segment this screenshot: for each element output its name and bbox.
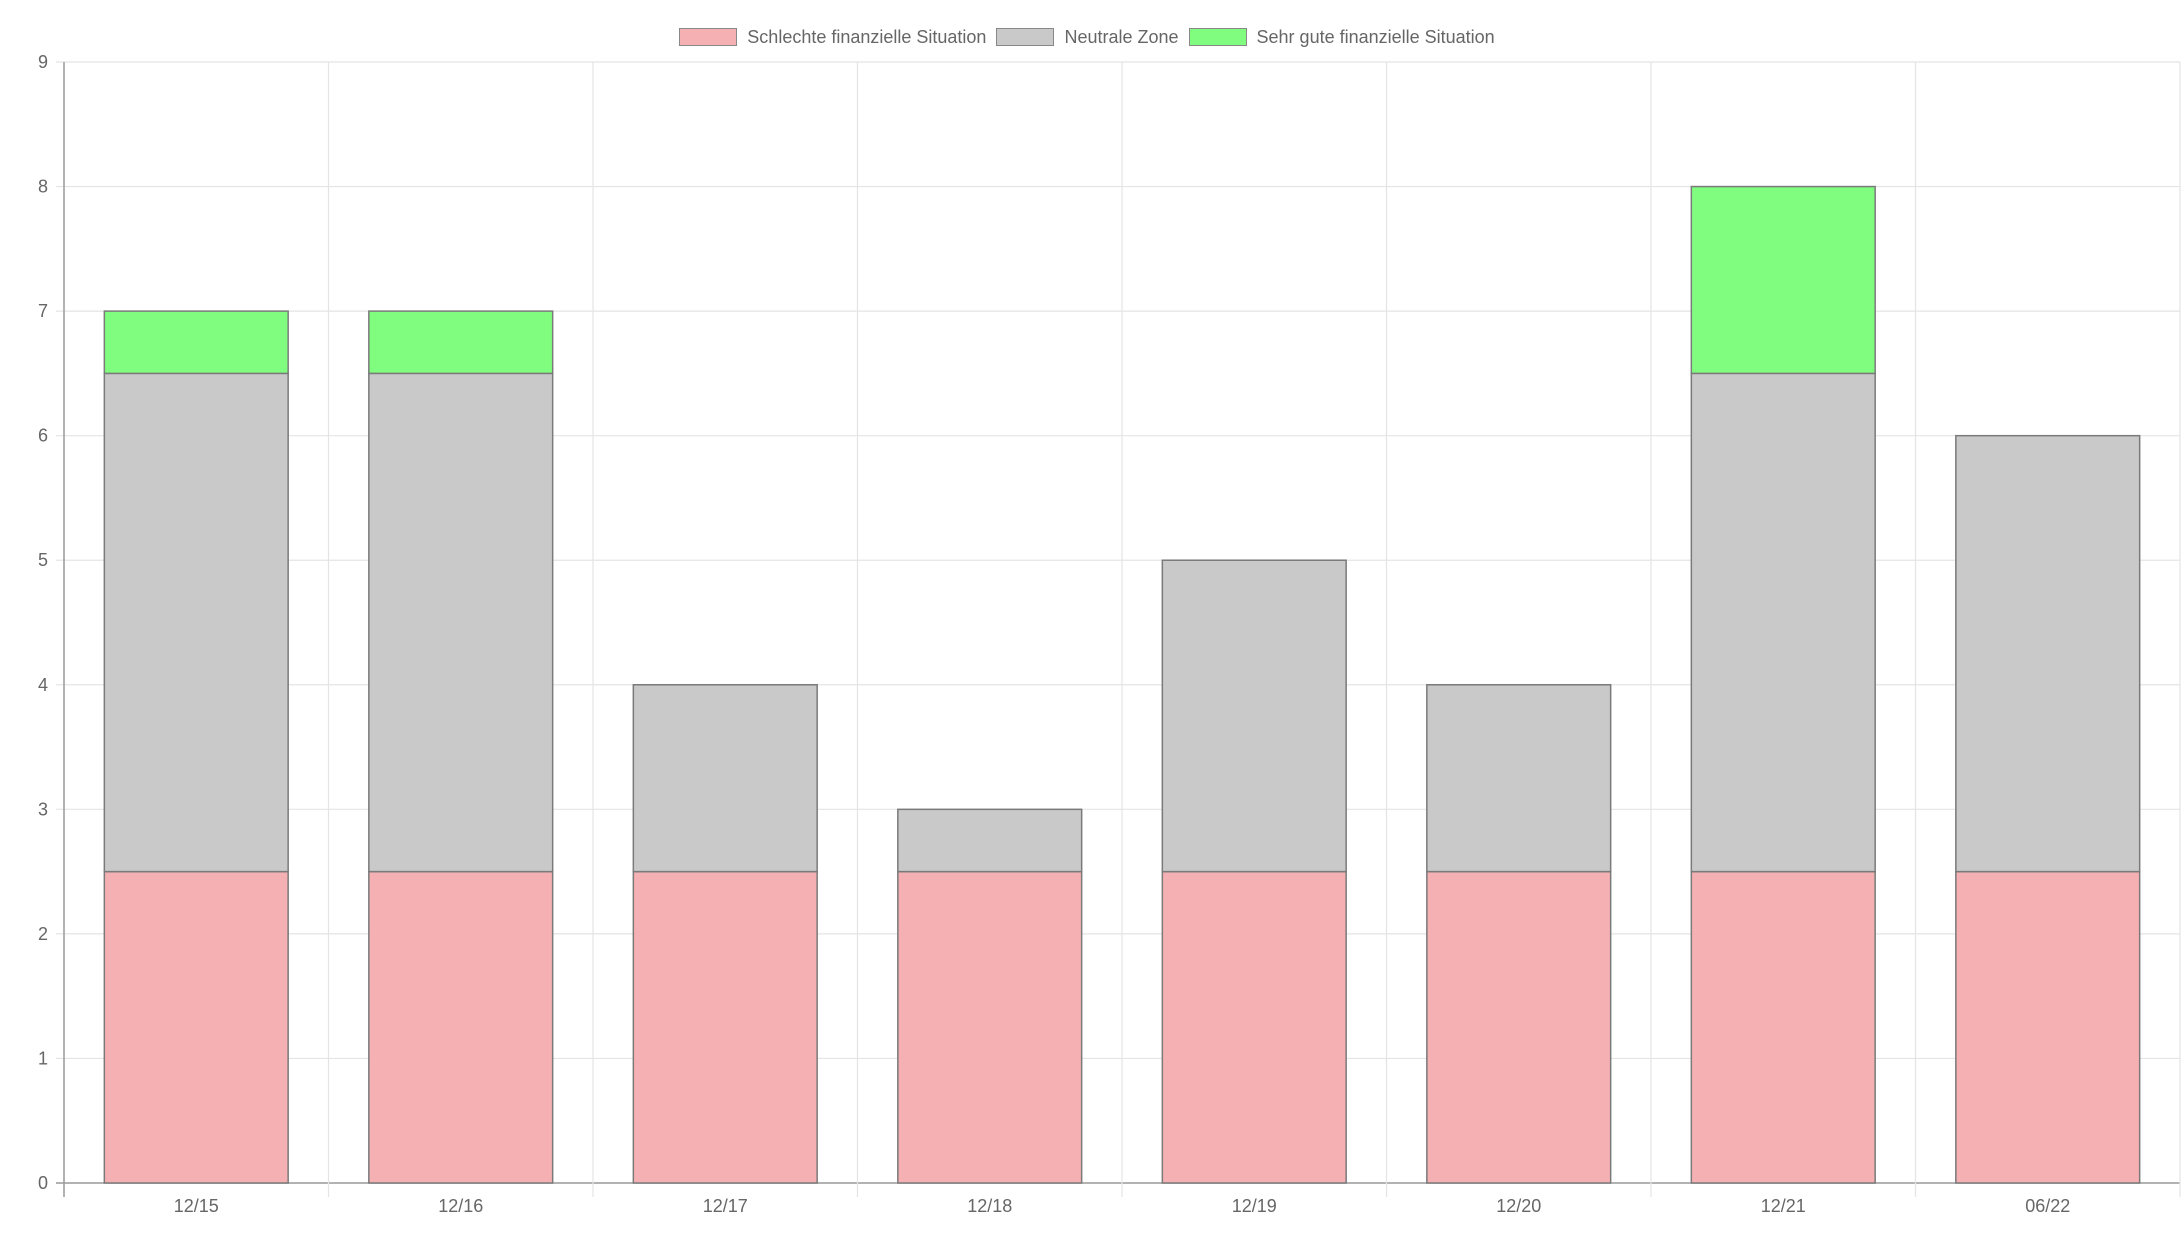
x-tick-label: 12/20 — [1496, 1196, 1541, 1216]
x-tick-label: 12/15 — [174, 1196, 219, 1216]
bar-segment — [897, 808, 1083, 873]
x-tick-label: 06/22 — [2025, 1196, 2070, 1216]
y-tick-label: 2 — [38, 924, 48, 944]
bar-segment — [632, 870, 818, 1184]
y-tick-label: 1 — [38, 1048, 48, 1068]
legend-label-bad: Schlechte finanzielle Situation — [747, 26, 987, 47]
bar-segment — [1426, 870, 1612, 1184]
bar-segment — [1955, 434, 2141, 873]
y-tick-label: 8 — [38, 177, 48, 197]
legend-swatch-good — [1188, 28, 1247, 46]
axis-layer: 0 1 2 3 4 5 6 7 8 9 12/15 12/16 12/17 12/18 12/19 12/20… — [38, 52, 2070, 1216]
bar-segment — [1690, 185, 1876, 375]
legend-item-neutral[interactable]: Neutrale Zone — [996, 26, 1179, 48]
chart-legend: Schlechte finanzielle Situation Neutrale… — [0, 26, 2184, 48]
bar-segment — [368, 870, 554, 1184]
bar-segment — [1690, 372, 1876, 873]
bar-segment — [103, 310, 289, 375]
bar-segment — [1690, 870, 1876, 1184]
x-tick-label: 12/19 — [1232, 1196, 1277, 1216]
x-tick-label: 12/21 — [1761, 1196, 1806, 1216]
bar-segment — [103, 372, 289, 873]
legend-label-neutral: Neutrale Zone — [1064, 26, 1179, 47]
y-tick-label: 6 — [38, 426, 48, 446]
legend-swatch-neutral — [996, 28, 1055, 46]
bar-segment — [897, 870, 1083, 1184]
bar-segment — [632, 684, 818, 873]
bar-segment — [1955, 870, 2141, 1184]
y-tick-label: 4 — [38, 675, 48, 695]
y-tick-label: 5 — [38, 550, 48, 570]
grid-layer — [56, 61, 2181, 1197]
x-tick-label: 12/18 — [967, 1196, 1012, 1216]
bar-segment — [368, 372, 554, 873]
x-tick-label: 12/16 — [438, 1196, 483, 1216]
legend-label-good: Sehr gute finanzielle Situation — [1256, 26, 1495, 47]
y-tick-label: 7 — [38, 301, 48, 321]
legend-item-good[interactable]: Sehr gute finanzielle Situation — [1188, 26, 1495, 48]
bar-layer — [103, 185, 2141, 1184]
y-tick-label: 0 — [38, 1173, 48, 1193]
x-tick-label: 12/17 — [703, 1196, 748, 1216]
bar-segment — [1426, 684, 1612, 873]
bar-segment — [1161, 559, 1347, 873]
legend-swatch-bad — [679, 28, 738, 46]
legend-item-bad[interactable]: Schlechte finanzielle Situation — [679, 26, 986, 48]
bar-segment — [1161, 870, 1347, 1184]
bar-segment — [103, 870, 289, 1184]
y-tick-label: 3 — [38, 799, 48, 819]
y-tick-label: 9 — [38, 52, 48, 72]
bar-segment — [368, 310, 554, 375]
